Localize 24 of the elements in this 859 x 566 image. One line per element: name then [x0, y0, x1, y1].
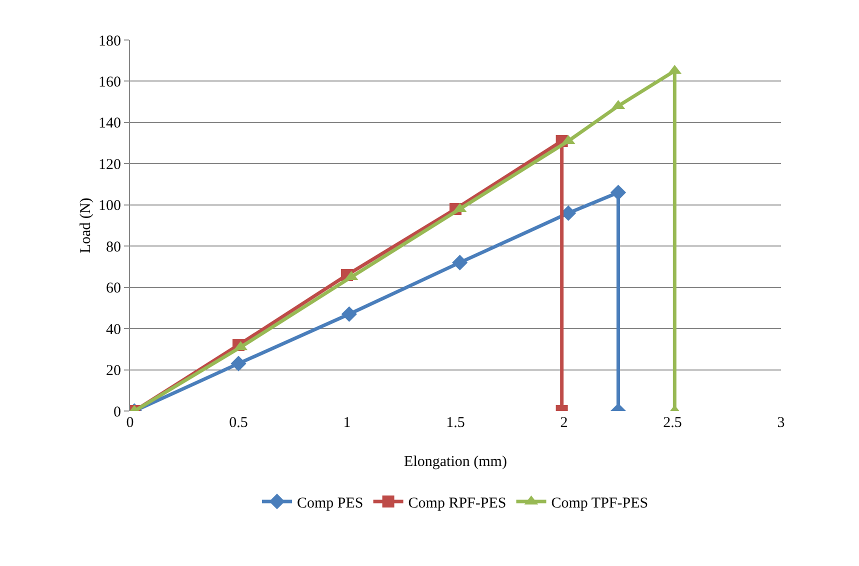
legend-label: Comp RPF-PES: [408, 495, 506, 512]
y-tick-label: 140: [98, 116, 121, 132]
legend-label: Comp TPF-PES: [551, 495, 648, 512]
y-tick-label: 120: [98, 156, 121, 173]
y-tick-label: 80: [106, 239, 121, 256]
x-tick-label: 0: [126, 415, 134, 431]
y-tick-label: 0: [114, 404, 121, 420]
legend-label: Comp PES: [297, 495, 364, 512]
x-axis-title: Elongation (mm): [404, 454, 507, 470]
x-tick-label: 2.5: [663, 415, 682, 431]
y-tick-label: 160: [98, 74, 121, 90]
y-tick-label: 60: [106, 280, 121, 297]
point: [610, 184, 626, 200]
x-tick-label: 3: [777, 415, 785, 431]
y-tick-label: 20: [106, 363, 121, 380]
y-tick-label: 100: [98, 198, 121, 214]
x-tick-label: 1: [343, 415, 351, 431]
x-tick-label: 2: [560, 415, 568, 431]
y-tick-label: 180: [98, 33, 121, 50]
x-tick-label: 0.5: [229, 415, 248, 431]
point: [452, 254, 468, 270]
x-tick-label: 1.5: [446, 415, 465, 431]
y-tick-label: 40: [106, 322, 121, 338]
y-axis-title: Load (N): [78, 198, 94, 254]
